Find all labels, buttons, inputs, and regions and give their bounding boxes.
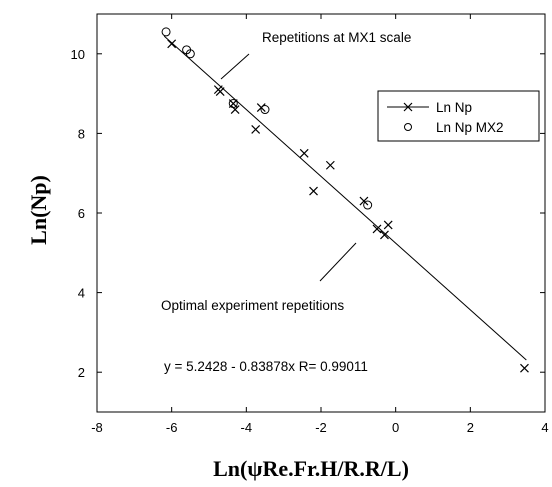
legend: Ln Np Ln Np MX2 [377, 90, 540, 142]
x-axis-title: Ln(ψRe.Fr.H/R.R/L) [213, 456, 409, 481]
regression-equation: y = 5.2428 - 0.83878x R= 0.99011 [164, 359, 368, 374]
point-ln-np-mx2 [228, 99, 238, 109]
plot-frame [96, 13, 546, 413]
y-axis-title: Ln(Np) [26, 175, 51, 245]
x-tick-label: 4 [541, 420, 548, 435]
regression-line-group [163, 35, 527, 361]
point-ln-np-mx2 [363, 200, 373, 210]
x-tick-label: 0 [392, 420, 399, 435]
point-ln-np [380, 230, 389, 240]
point-ln-np [383, 220, 393, 230]
point-ln-np [359, 196, 369, 206]
point-ln-np [215, 87, 225, 97]
legend-label-ln-np: Ln Np [436, 100, 472, 115]
point-ln-np-mx2 [185, 49, 195, 59]
point-ln-np [230, 105, 240, 114]
annotation-leader-bottom [319, 242, 357, 282]
annotation-top: Repetitions at MX1 scale [262, 30, 411, 45]
point-ln-np [325, 160, 335, 170]
x-tick-label: -6 [166, 420, 178, 435]
axis-ticks: -8 -6 -4 -2 0 2 4 2 4 6 8 10 [71, 14, 549, 435]
y-tick-label: 8 [78, 126, 85, 141]
point-ln-np [309, 186, 318, 196]
y-tick-label: 6 [78, 206, 85, 221]
point-ln-np-mx2 [161, 27, 171, 37]
x-tick-label: -2 [315, 420, 327, 435]
y-tick-label: 10 [71, 47, 85, 62]
annotation-leader-top [220, 53, 250, 80]
x-tick-label: -8 [91, 420, 103, 435]
data-points [161, 27, 529, 373]
legend-box [377, 90, 540, 142]
x-tick-label: -4 [241, 420, 253, 435]
regression-line [163, 35, 527, 361]
legend-marker-x [403, 102, 413, 112]
point-ln-np [520, 363, 529, 373]
y-tick-label: 4 [78, 286, 85, 301]
x-tick-label: 2 [467, 420, 474, 435]
annotation-bottom: Optimal experiment repetitions [161, 298, 344, 313]
point-ln-np [251, 124, 261, 134]
y-tick-label: 2 [78, 365, 85, 380]
point-ln-np [372, 224, 382, 234]
point-ln-np-mx2 [260, 105, 270, 115]
legend-label-ln-np-mx2: Ln Np MX2 [436, 120, 504, 135]
point-ln-np [299, 148, 309, 158]
point-ln-np [167, 39, 177, 49]
legend-marker-circle [404, 123, 412, 131]
